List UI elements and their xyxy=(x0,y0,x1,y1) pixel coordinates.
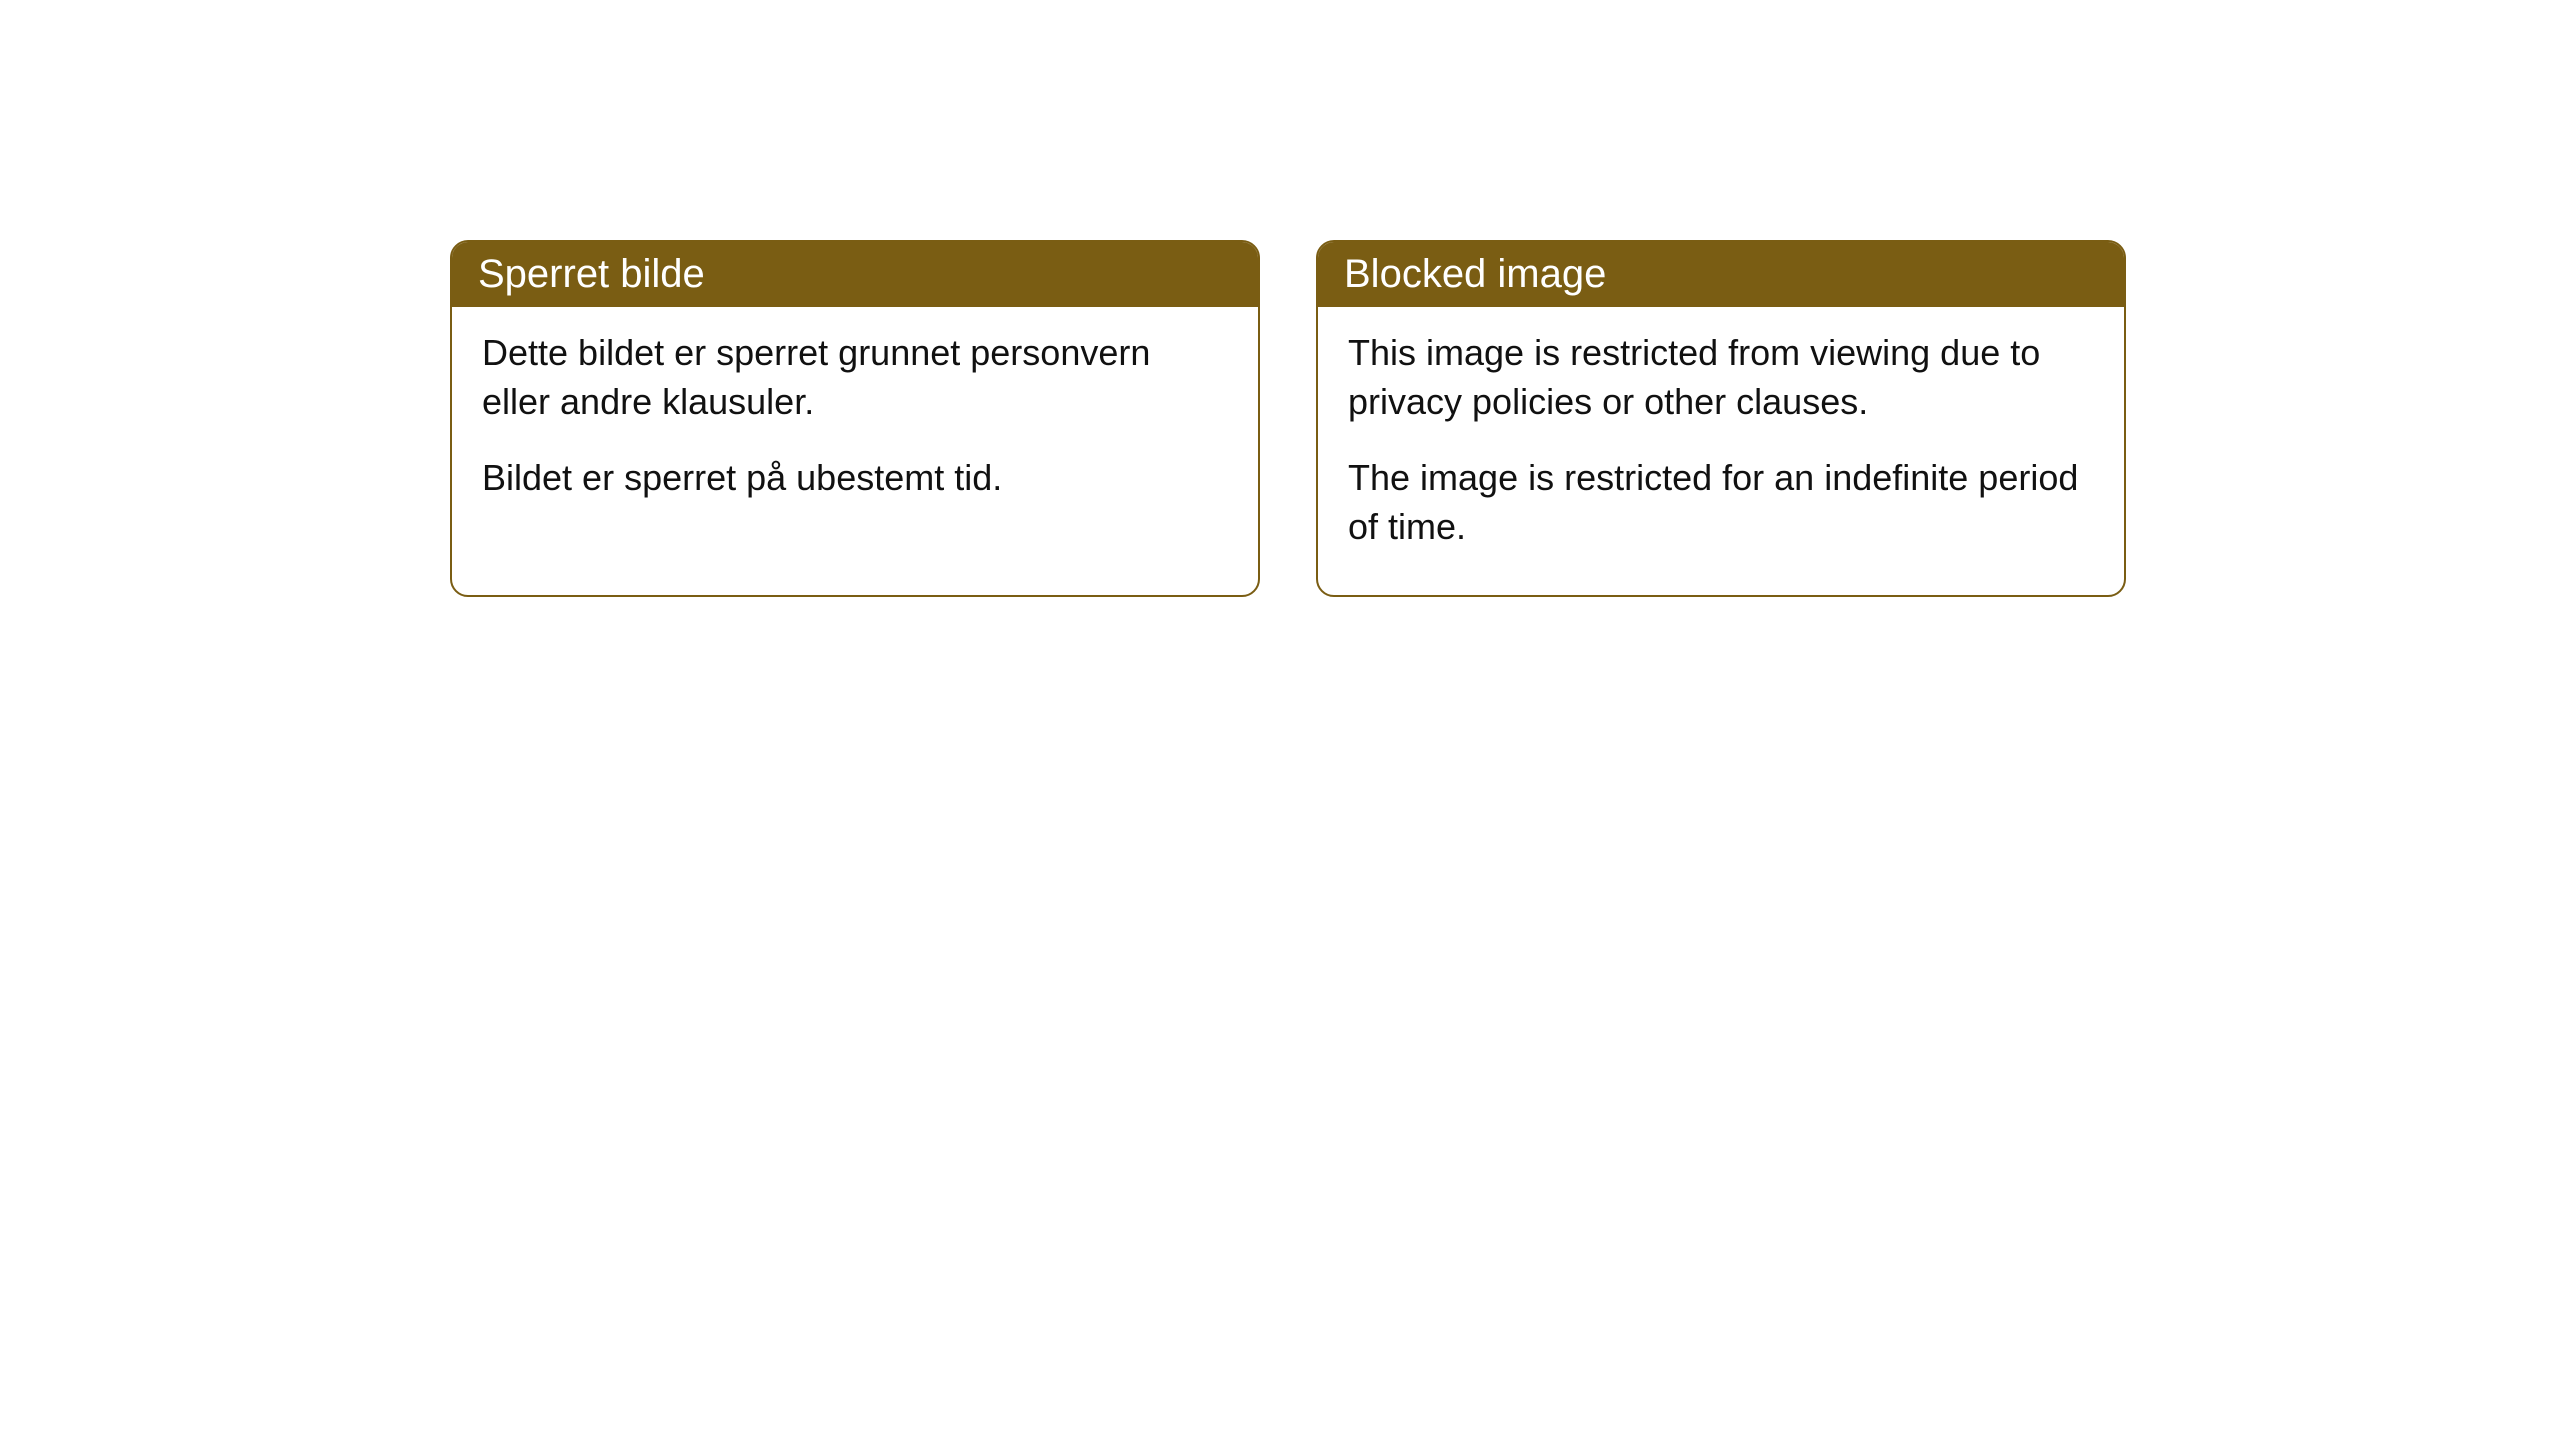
card-paragraph: The image is restricted for an indefinit… xyxy=(1348,454,2094,551)
notice-cards-container: Sperret bilde Dette bildet er sperret gr… xyxy=(0,0,2560,597)
card-title: Sperret bilde xyxy=(478,252,705,296)
card-title: Blocked image xyxy=(1344,252,1606,296)
card-paragraph: This image is restricted from viewing du… xyxy=(1348,329,2094,426)
card-body: This image is restricted from viewing du… xyxy=(1318,307,2124,595)
card-paragraph: Dette bildet er sperret grunnet personve… xyxy=(482,329,1228,426)
card-header: Blocked image xyxy=(1318,242,2124,307)
card-header: Sperret bilde xyxy=(452,242,1258,307)
card-paragraph: Bildet er sperret på ubestemt tid. xyxy=(482,454,1228,503)
blocked-image-card-en: Blocked image This image is restricted f… xyxy=(1316,240,2126,597)
blocked-image-card-no: Sperret bilde Dette bildet er sperret gr… xyxy=(450,240,1260,597)
card-body: Dette bildet er sperret grunnet personve… xyxy=(452,307,1258,547)
